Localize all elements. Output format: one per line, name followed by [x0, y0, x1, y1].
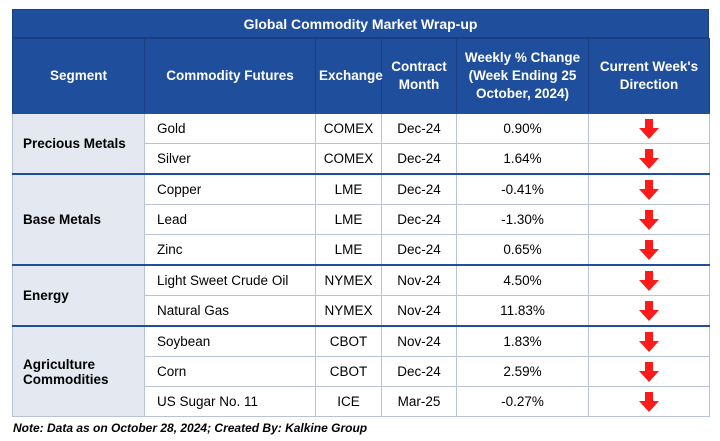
header-exchange: Exchange [315, 38, 383, 114]
header-row: Segment Commodity Futures Exchange Contr… [12, 38, 710, 114]
weekly-change-cell: 4.50% [456, 264, 589, 296]
red-down-arrow-icon [639, 179, 659, 200]
contract-month-cell: Nov-24 [381, 325, 457, 357]
segment-cell: Precious Metals [12, 112, 145, 175]
header-commodity: Commodity Futures [144, 38, 316, 114]
table-row: Agriculture Commodities Soybean CBOT Nov-24… [12, 325, 710, 417]
commodity-cell: Light Sweet Crude Oil [144, 264, 316, 296]
contract-month-cell: Nov-24 [381, 295, 457, 327]
commodity-table: Segment Commodity Futures Exchange Contr… [12, 38, 710, 417]
commodity-cell: Soybean [144, 325, 316, 357]
direction-cell [588, 204, 710, 235]
weekly-change-cell: 11.83% [456, 295, 589, 327]
commodity-cell: Corn [144, 356, 316, 387]
red-down-arrow-icon [639, 300, 659, 321]
weekly-change-cell: 1.83% [456, 325, 589, 357]
segment-cell: Agriculture Commodities [12, 325, 145, 417]
header-weekly-change: Weekly % Change (Week Ending 25 October,… [456, 38, 589, 114]
red-down-arrow-icon [639, 391, 659, 412]
commodity-cell: Natural Gas [144, 295, 316, 327]
table-row: Natural Gas NYMEX Nov-24 11.83% [13, 295, 710, 327]
contract-month-cell: Dec-24 [381, 112, 457, 144]
exchange-cell: NYMEX [315, 264, 382, 296]
direction-cell [588, 264, 710, 296]
contract-month-cell: Dec-24 [381, 234, 457, 266]
table-body: Precious Metals Gold COMEX Dec-24 0.90% Silve… [12, 112, 710, 417]
red-down-arrow-icon [639, 270, 659, 291]
table-row: US Sugar No. 11 ICE Mar-25 -0.27% [13, 386, 710, 417]
commodity-cell: Gold [144, 112, 316, 144]
table-row: Corn CBOT Dec-24 2.59% [13, 356, 710, 387]
exchange-cell: LME [315, 204, 382, 235]
contract-month-cell: Dec-24 [381, 356, 457, 387]
table-row: Base Metals Copper LME Dec-24 -0.41% [12, 173, 710, 266]
red-down-arrow-icon [639, 239, 659, 260]
exchange-cell: LME [315, 173, 382, 205]
direction-cell [588, 295, 710, 327]
exchange-cell: ICE [315, 386, 382, 417]
direction-cell [588, 234, 710, 266]
weekly-change-cell: 2.59% [456, 356, 589, 387]
table-row: Lead LME Dec-24 -1.30% [13, 204, 710, 235]
header-contract-month: Contract Month [381, 38, 457, 114]
contract-month-cell: Nov-24 [381, 264, 457, 296]
weekly-change-cell: 0.90% [456, 112, 589, 144]
red-down-arrow-icon [639, 331, 659, 352]
weekly-change-cell: 0.65% [456, 234, 589, 266]
exchange-cell: COMEX [315, 112, 382, 144]
weekly-change-cell: -1.30% [456, 204, 589, 235]
direction-cell [588, 325, 710, 357]
table-row: Energy Light Sweet Crude Oil NYMEX Nov-24 4.… [12, 264, 710, 327]
exchange-cell: COMEX [315, 143, 382, 175]
commodity-cell: Copper [144, 173, 316, 205]
commodity-cell: Lead [144, 204, 316, 235]
weekly-change-cell: -0.27% [456, 386, 589, 417]
exchange-cell: CBOT [315, 356, 382, 387]
commodity-cell: US Sugar No. 11 [144, 386, 316, 417]
direction-cell [588, 386, 710, 417]
table-row: Precious Metals Gold COMEX Dec-24 0.90% [12, 112, 710, 175]
direction-cell [588, 112, 710, 144]
segment-cell: Energy [12, 264, 145, 327]
weekly-change-cell: 1.64% [456, 143, 589, 175]
red-down-arrow-icon [639, 361, 659, 382]
table-title: Global Commodity Market Wrap-up [12, 9, 709, 38]
table-row: Silver COMEX Dec-24 1.64% [13, 143, 710, 175]
header-segment: Segment [12, 38, 145, 114]
exchange-cell: LME [315, 234, 382, 266]
contract-month-cell: Dec-24 [381, 173, 457, 205]
red-down-arrow-icon [639, 209, 659, 230]
commodity-table-panel: Global Commodity Market Wrap-up Segment … [12, 9, 710, 417]
weekly-change-cell: -0.41% [456, 173, 589, 205]
exchange-cell: CBOT [315, 325, 382, 357]
direction-cell [588, 173, 710, 205]
contract-month-cell: Mar-25 [381, 386, 457, 417]
red-down-arrow-icon [639, 118, 659, 139]
direction-cell [588, 143, 710, 175]
segment-cell: Base Metals [12, 173, 145, 266]
red-down-arrow-icon [639, 148, 659, 169]
commodity-cell: Zinc [144, 234, 316, 266]
commodity-cell: Silver [144, 143, 316, 175]
contract-month-cell: Dec-24 [381, 204, 457, 235]
footnote: Note: Data as on October 28, 2024; Creat… [13, 421, 368, 435]
table-row: Zinc LME Dec-24 0.65% [13, 234, 710, 266]
exchange-cell: NYMEX [315, 295, 382, 327]
header-direction: Current Week's Direction [588, 38, 710, 114]
contract-month-cell: Dec-24 [381, 143, 457, 175]
direction-cell [588, 356, 710, 387]
